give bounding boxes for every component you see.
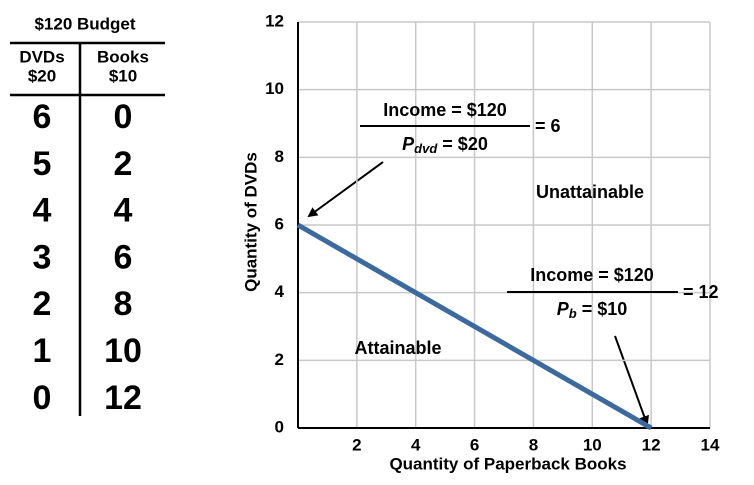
- column-header: $20: [28, 66, 56, 85]
- formula-denominator: Pb = $10: [557, 299, 628, 322]
- region-label: Attainable: [354, 338, 441, 358]
- y-tick-label: 10: [265, 79, 284, 98]
- x-tick-label: 2: [352, 435, 361, 454]
- formula-numerator: Income = $120: [530, 265, 654, 285]
- column-header: $10: [109, 66, 137, 85]
- chart: 2 4 6 8 10 12 14 0 2 4 6 8 10 12 Quantity of Paperback…: [241, 11, 720, 473]
- table-cell: 4: [114, 192, 133, 230]
- table-title: $120 Budget: [34, 14, 135, 33]
- x-tick-label: 12: [642, 435, 661, 454]
- y-axis-label: Quantity of DVDs: [241, 152, 260, 292]
- table-cell: 6: [114, 238, 133, 276]
- y-tick-label: 8: [275, 147, 284, 166]
- table-cell: 2: [33, 285, 52, 323]
- arrow: [307, 161, 384, 218]
- table-cell: 1: [33, 332, 52, 370]
- y-tick-label: 2: [275, 350, 284, 369]
- formula-result: = 6: [535, 116, 561, 136]
- y-tick-label: 6: [275, 214, 284, 233]
- table-cell: 4: [33, 192, 52, 230]
- table-cell: 3: [33, 238, 52, 276]
- x-tick-label: 4: [411, 435, 421, 454]
- subscript: dvd: [414, 141, 438, 156]
- x-tick-label: 10: [583, 435, 602, 454]
- budget-line: [296, 222, 653, 431]
- x-axis-label: Quantity of Paperback Books: [389, 454, 626, 473]
- x-tick-label: 14: [701, 435, 720, 454]
- y-tick-label: 4: [275, 282, 285, 301]
- x-tick-label: 8: [529, 435, 538, 454]
- y-tick-label: 0: [275, 417, 284, 436]
- table-cell: 0: [114, 98, 133, 136]
- column-header: DVDs: [19, 47, 64, 66]
- table-cell: 5: [33, 145, 52, 183]
- budget-table: $120 Budget DVDs$20 Books$10 6 0 5 2 4 4 3 6 2 8 1 10…: [10, 14, 165, 417]
- denominator-rest: = $20: [437, 134, 488, 154]
- denominator-rest: = $10: [577, 299, 628, 319]
- formula-numerator: Income = $120: [383, 100, 507, 120]
- formula-denominator: Pdvd = $20: [402, 134, 488, 157]
- table-cell: 6: [33, 98, 52, 136]
- column-header: Books: [97, 47, 149, 66]
- symbol: P: [402, 134, 415, 154]
- y-tick-label: 12: [265, 11, 284, 30]
- formula-result: = 12: [683, 282, 719, 302]
- arrow: [614, 335, 649, 426]
- table-cell: 10: [104, 332, 142, 370]
- table-cell: 8: [114, 285, 133, 323]
- region-label: Unattainable: [536, 182, 644, 202]
- table-cell: 12: [104, 379, 142, 417]
- table-cell: 2: [114, 145, 133, 183]
- table-cell: 0: [33, 379, 52, 417]
- x-tick-label: 6: [470, 435, 479, 454]
- symbol: P: [557, 299, 570, 319]
- subscript: b: [569, 306, 577, 321]
